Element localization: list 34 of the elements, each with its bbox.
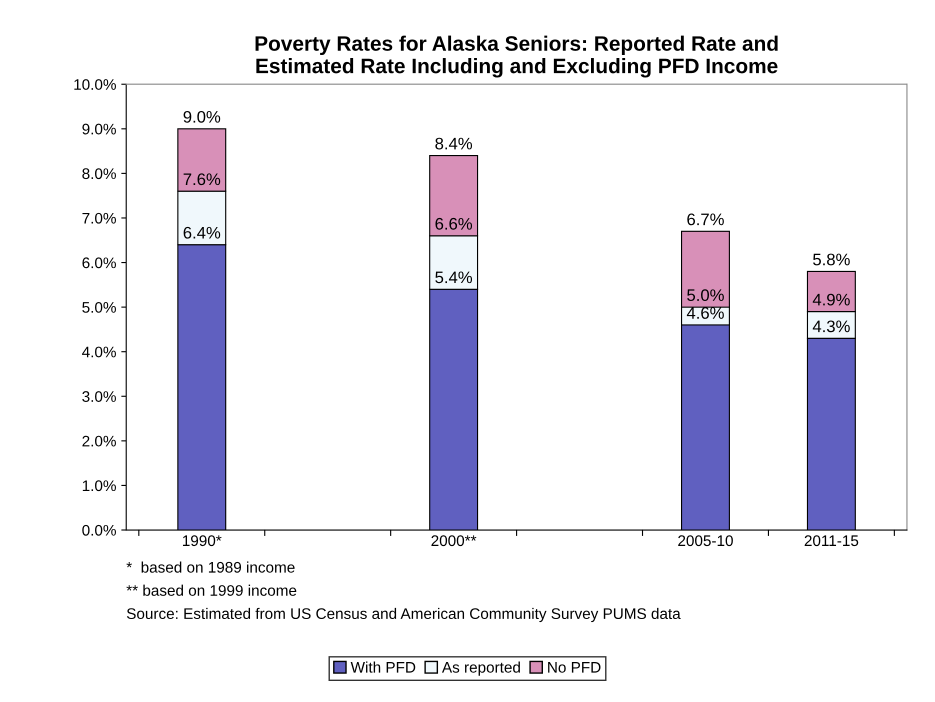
annotation: 4.3%	[812, 320, 850, 332]
y-tick-label: 0.0%	[82, 524, 116, 536]
y-tick-label: 9.0%	[82, 124, 116, 135]
annotation: 5.0%	[687, 289, 724, 302]
x-tick-label: 2011-15	[804, 535, 858, 546]
annotation: 6.6%	[435, 218, 472, 230]
y-tick-label: 8.0%	[82, 168, 116, 180]
legend-label: With PFD	[350, 661, 416, 673]
annotation: 4.9%	[812, 294, 850, 306]
annotation: 6.7%	[687, 213, 724, 226]
annotation: 7.6%	[184, 173, 220, 186]
y-tick-label: 5.0%	[82, 302, 116, 313]
y-tick-label: 3.0%	[82, 391, 116, 402]
x-tick-label: 2005-10	[678, 535, 733, 546]
annotation: 6.4%	[184, 226, 220, 239]
y-tick-label: 2.0%	[82, 436, 116, 447]
annotation: 5.4%	[435, 271, 472, 284]
y-tick-label: 4.0%	[82, 346, 116, 358]
y-tick-label: 6.0%	[82, 257, 116, 268]
chart-title: Poverty Rates for Alaska Seniors: Reported Rate and Estimated Rate Including and Excluding PFD Income	[256, 36, 778, 78]
text: * based on 1989 income	[126, 562, 295, 573]
annotation: 4.6%	[686, 307, 724, 319]
y-tick-label: 10.0%	[74, 79, 116, 90]
annotation: 9.0%	[184, 110, 220, 123]
x-tick-label: 1990*	[182, 535, 222, 546]
annotation: 8.4%	[435, 138, 472, 150]
x-tick-label: 2000**	[431, 535, 476, 546]
y-tick-label: 7.0%	[82, 212, 116, 224]
source-note: Source: Estimated from US Census and American Community Survey PUMS data	[126, 608, 681, 622]
legend-label: As reported	[442, 661, 520, 676]
y-tick-label: 1.0%	[82, 480, 116, 492]
text: ** based on 1999 income	[126, 584, 296, 596]
legend-label: No PFD	[548, 662, 600, 673]
annotation: 5.8%	[813, 254, 850, 266]
